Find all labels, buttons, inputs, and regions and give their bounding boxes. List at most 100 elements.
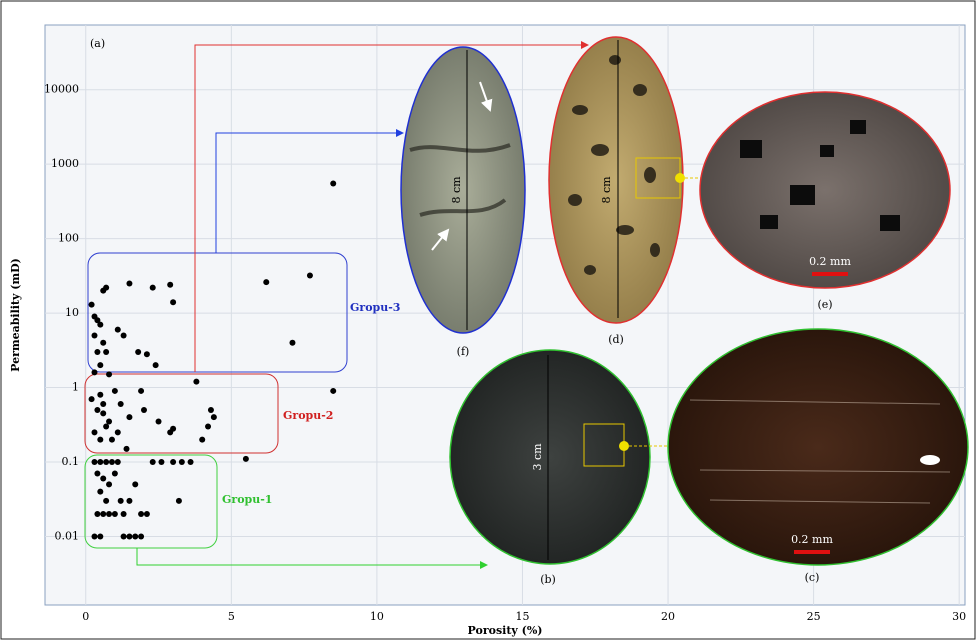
inset-label: (f) [457,345,470,358]
y-tick-label: 1000 [51,157,79,170]
data-point [132,481,138,487]
data-point [193,379,199,385]
data-point [132,533,138,539]
data-point [138,388,144,394]
data-point [141,407,147,413]
data-point [118,401,124,407]
data-point [158,459,164,465]
data-point [97,459,103,465]
data-point [91,369,97,375]
data-point [100,340,106,346]
panel-label: (a) [90,37,105,50]
chart: (a) Porosity (%) Permeability (mD) Gropu… [0,0,976,640]
data-point [208,407,214,413]
data-point [121,511,127,517]
data-point [144,351,150,357]
inset-label: (e) [817,298,832,311]
data-point [135,349,141,355]
data-point [91,332,97,338]
y-tick-label: 10 [65,306,79,319]
data-point [89,302,95,308]
data-point [106,511,112,517]
core-photo [549,37,683,323]
scale-text: 8 cm [450,176,463,204]
data-point [126,414,132,420]
data-point [144,511,150,517]
data-point [94,471,100,477]
zoom-dot [619,441,629,451]
group-label: Gropu-1 [222,493,272,506]
data-point [330,388,336,394]
data-point [170,299,176,305]
data-point [97,362,103,368]
data-point [121,533,127,539]
scale-text: 3 cm [531,443,544,471]
data-point [97,392,103,398]
data-point [109,437,115,443]
data-point [97,437,103,443]
y-tick-label: 100 [58,232,79,245]
y-axis-title: Permeability (mD) [9,258,22,372]
scale-bar [794,550,830,554]
data-point [211,414,217,420]
scale-text: 0.2 mm [809,255,851,268]
core-photo [450,350,650,564]
data-point [150,459,156,465]
data-point [176,498,182,504]
data-point [89,396,95,402]
data-point [289,340,295,346]
zoom-dot [675,173,685,183]
data-point [94,407,100,413]
data-point [109,459,115,465]
data-point [100,401,106,407]
x-tick-label: 20 [661,610,675,623]
data-point [170,426,176,432]
data-point [150,285,156,291]
data-point [100,476,106,482]
inset-label: (d) [608,333,624,346]
data-point [91,533,97,539]
data-point [115,459,121,465]
x-tick-label: 15 [515,610,529,623]
data-point [170,459,176,465]
data-point [330,181,336,187]
data-point [167,282,173,288]
data-point [112,388,118,394]
data-point [243,456,249,462]
data-point [205,423,211,429]
data-point [100,410,106,416]
core-photo [401,47,525,333]
data-point [179,459,185,465]
data-point [94,349,100,355]
data-point [103,285,109,291]
data-point [124,446,130,452]
scale-text: 8 cm [600,176,613,204]
y-tick-label: 1 [72,381,79,394]
data-point [263,279,269,285]
inset-label: (c) [805,571,820,584]
thin-section [668,329,968,565]
data-point [199,437,205,443]
data-point [91,459,97,465]
scale-bar [812,272,848,276]
data-point [188,459,194,465]
x-tick-label: 5 [228,610,235,623]
x-tick-label: 30 [952,610,966,623]
data-point [97,489,103,495]
data-point [103,423,109,429]
x-tick-label: 0 [82,610,89,623]
data-point [112,471,118,477]
data-point [91,429,97,435]
data-point [156,418,162,424]
grain [920,455,940,465]
data-point [103,498,109,504]
data-point [153,362,159,368]
data-point [138,511,144,517]
group-label: Gropu-3 [350,301,400,314]
x-tick-label: 10 [370,610,384,623]
x-axis-title: Porosity (%) [468,624,543,637]
data-point [126,280,132,286]
data-point [138,533,144,539]
inset-label: (b) [540,573,556,586]
data-point [94,511,100,517]
